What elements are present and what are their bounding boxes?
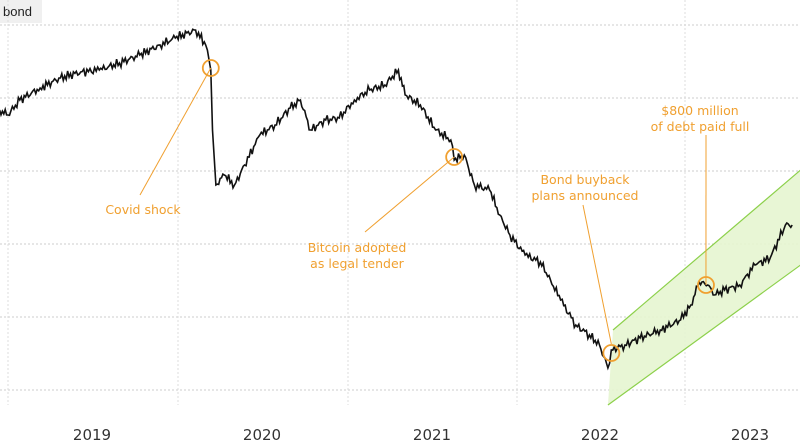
annotation-circle [445,148,464,166]
annotation-label: Bitcoin adopted [308,240,407,255]
trend-channel [607,170,800,405]
annotation-circle [201,59,220,77]
annotation-label: $800 million [661,103,738,118]
x-tick-label: 2021 [413,426,451,444]
annotation-label: of debt paid full [651,119,750,134]
channel-lower-line [607,264,800,406]
channel-upper-line [612,169,800,331]
x-tick-label: 2020 [243,426,281,444]
annotation-arrow [139,67,212,196]
x-tick-label: 2023 [731,426,769,444]
annotation-arrow [582,204,612,345]
annotation-label: Bond buyback [540,172,630,187]
annotation-label: Covid shock [105,202,181,217]
series-tag: bond [0,0,42,23]
bond-price-line [0,28,793,371]
x-tick-label: 2022 [581,426,619,444]
annotation-circle [602,344,621,362]
annotation-arrow [364,156,455,233]
annotation-label: as legal tender [310,256,404,271]
annotation-label: plans announced [532,188,639,203]
x-tick-label: 2019 [73,426,111,444]
